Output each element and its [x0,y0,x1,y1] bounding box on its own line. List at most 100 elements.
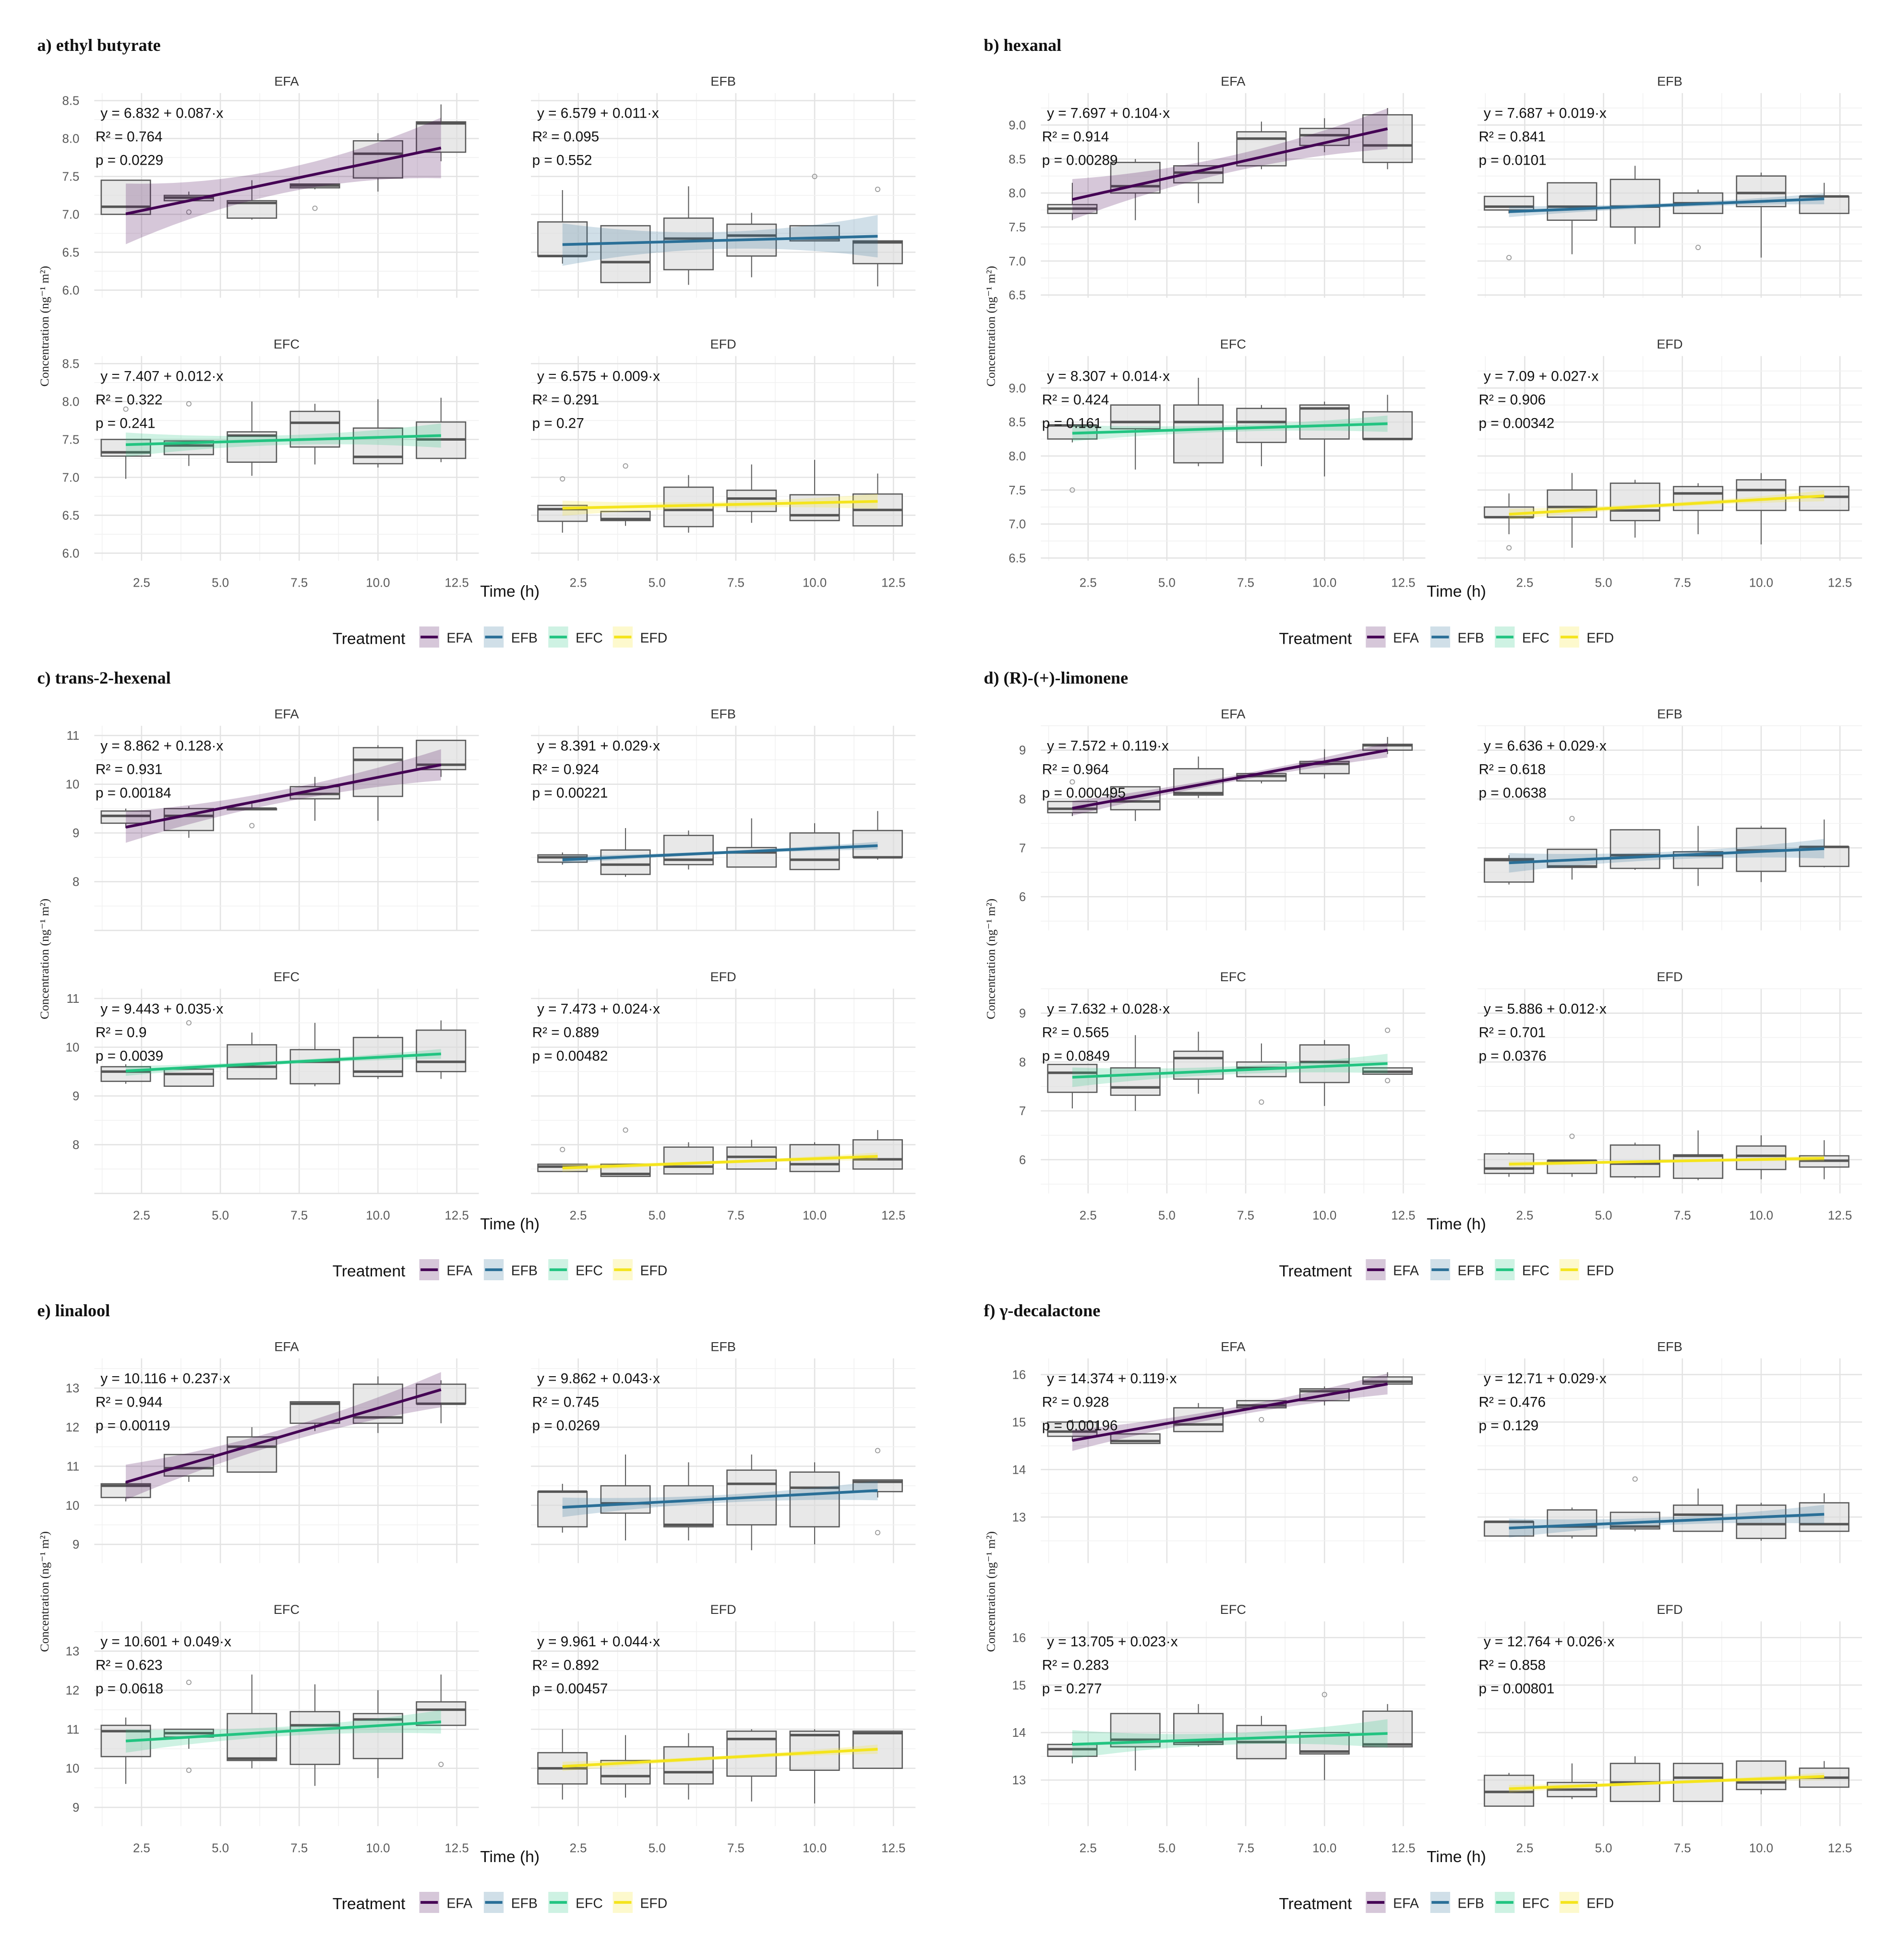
outlier-point [438,1761,444,1768]
facet-efd: EFD 2.5 5.0 7.5 10.0 12.5 y = 5.886 + 0.012·x R… [1477,969,1862,1222]
box-iqr [1362,114,1413,163]
boxplot [600,1454,651,1541]
legend-label: EFD [640,631,667,646]
boxplot [1736,473,1787,545]
outlier-point [123,406,129,412]
regression-line [562,235,878,246]
panel-title: c) trans-2-hexenal [37,668,171,687]
boxplot [1362,1372,1413,1385]
y-tick-label: 12 [66,1421,80,1434]
panel-title: e) linalool [37,1301,110,1320]
boxplot [537,190,588,264]
box-iqr [1547,1509,1598,1537]
facet-efb: EFB y = 12.71 + 0.029·x R² = 0.476 p = 0.12… [1477,1339,1862,1563]
p-value-label: p = 0.161 [1042,416,1102,432]
box-iqr [663,1746,714,1785]
y-tick-label: 8.5 [1009,416,1026,429]
regression-equation: y = 13.705 + 0.023·x [1047,1634,1178,1649]
y-tick-label: 8.0 [62,132,79,146]
x-tick-label: 10.0 [1312,1209,1336,1222]
boxplot [227,1427,277,1473]
box-iqr [416,121,467,153]
facet-strip-label: EFA [274,1339,299,1354]
y-tick-label: 16 [1012,1631,1026,1645]
legend-label: EFB [511,1896,538,1912]
boxplot [1110,1433,1161,1444]
boxplot [1110,1035,1161,1111]
x-tick-label: 12.5 [881,1841,905,1855]
r-squared-label: R² = 0.424 [1042,392,1109,408]
y-tick-label: 6.5 [62,246,79,260]
legend-label: EFD [1586,1896,1614,1912]
regression-line [1509,1156,1825,1166]
facet-strip-label: EFB [710,73,736,88]
regression-line [1509,197,1825,213]
boxplot [1610,480,1660,538]
regression-equation: y = 6.832 + 0.087·x [100,106,223,121]
facet-efa: EFA 6.5 7.0 7.5 8.0 8.5 9.0 y = 7.697 + 0.104·x… [1009,73,1426,302]
outlier-point [1569,816,1575,821]
facet-strip-label: EFC [1220,337,1246,351]
x-axis-title: Time (h) [480,583,540,601]
facet-efb: EFB y = 8.391 + 0.029·x R² = 0.924 p = 0.00… [531,706,916,931]
x-tick-label: 5.0 [1595,1209,1612,1222]
boxplot [416,1020,467,1079]
y-tick-label: 13 [1012,1511,1026,1524]
r-squared-label: R² = 0.745 [532,1395,600,1410]
regression-equation: y = 8.862 + 0.128·x [100,738,223,754]
boxplot [1362,108,1413,169]
r-squared-label: R² = 0.565 [1042,1024,1109,1040]
y-tick-label: 6.5 [62,509,79,522]
x-tick-label: 12.5 [1828,1209,1852,1222]
x-tick-label: 12.5 [1391,1841,1415,1855]
boxplot [1610,829,1660,870]
x-tick-label: 10.0 [366,1209,390,1222]
boxplot [227,1033,277,1080]
p-value-label: p = 0.00289 [1042,153,1118,168]
x-tick-label: 5.0 [212,576,229,589]
box-iqr [600,849,651,875]
x-tick-label: 2.5 [1516,1209,1533,1222]
box-iqr [726,489,777,512]
outlier-point [186,209,192,215]
legend-label: EFB [511,631,538,646]
boxplot [1110,404,1161,470]
panel-title: d) (R)-(+)-limonene [984,668,1128,687]
regression-equation: y = 6.579 + 0.011·x [537,106,659,121]
r-squared-label: R² = 0.931 [96,762,163,778]
y-tick-label: 7.0 [1009,518,1026,531]
chart-panel: a) ethyl butyrate Concentration (ng⁻¹ m²)… [37,36,916,648]
y-tick-label: 7.5 [1009,484,1026,497]
y-tick-label: 9 [72,1801,79,1815]
box-iqr [1736,479,1787,511]
y-tick-label: 8.5 [62,95,79,108]
p-value-label: p = 0.0638 [1478,785,1546,801]
p-value-label: p = 0.0269 [532,1418,600,1434]
p-value-label: p = 0.0376 [1478,1048,1546,1064]
box-iqr [1799,486,1850,511]
y-tick-label: 10 [66,778,80,792]
facet-strip-label: EFD [710,337,736,351]
r-squared-label: R² = 0.322 [96,392,163,408]
r-squared-label: R² = 0.892 [532,1657,600,1673]
p-value-label: p = 0.00482 [532,1048,608,1064]
facet-strip-label: EFB [1657,706,1682,721]
box-iqr [289,1049,340,1084]
x-tick-label: 2.5 [133,1209,150,1222]
x-tick-label: 10.0 [366,1841,390,1855]
y-axis-title: Concentration (ng⁻¹ m²) [984,1531,998,1652]
boxplot [1236,405,1287,467]
facet-strip-label: EFD [710,969,736,984]
p-value-label: p = 0.27 [532,416,584,432]
box-iqr [1799,1502,1850,1532]
box-iqr [416,1029,467,1072]
x-tick-label: 10.0 [803,1209,827,1222]
legend: Treatment EFA EFB EFC EFD [1279,1259,1614,1280]
y-tick-label: 9 [1019,1007,1026,1021]
facet-strip-label: EFB [1657,73,1682,88]
facet-strip-label: EFA [274,706,299,721]
legend-label: EFB [1458,1896,1484,1912]
legend-label: EFC [576,1263,603,1279]
panel-title: b) hexanal [984,36,1061,55]
regression-line [1509,1775,1825,1791]
